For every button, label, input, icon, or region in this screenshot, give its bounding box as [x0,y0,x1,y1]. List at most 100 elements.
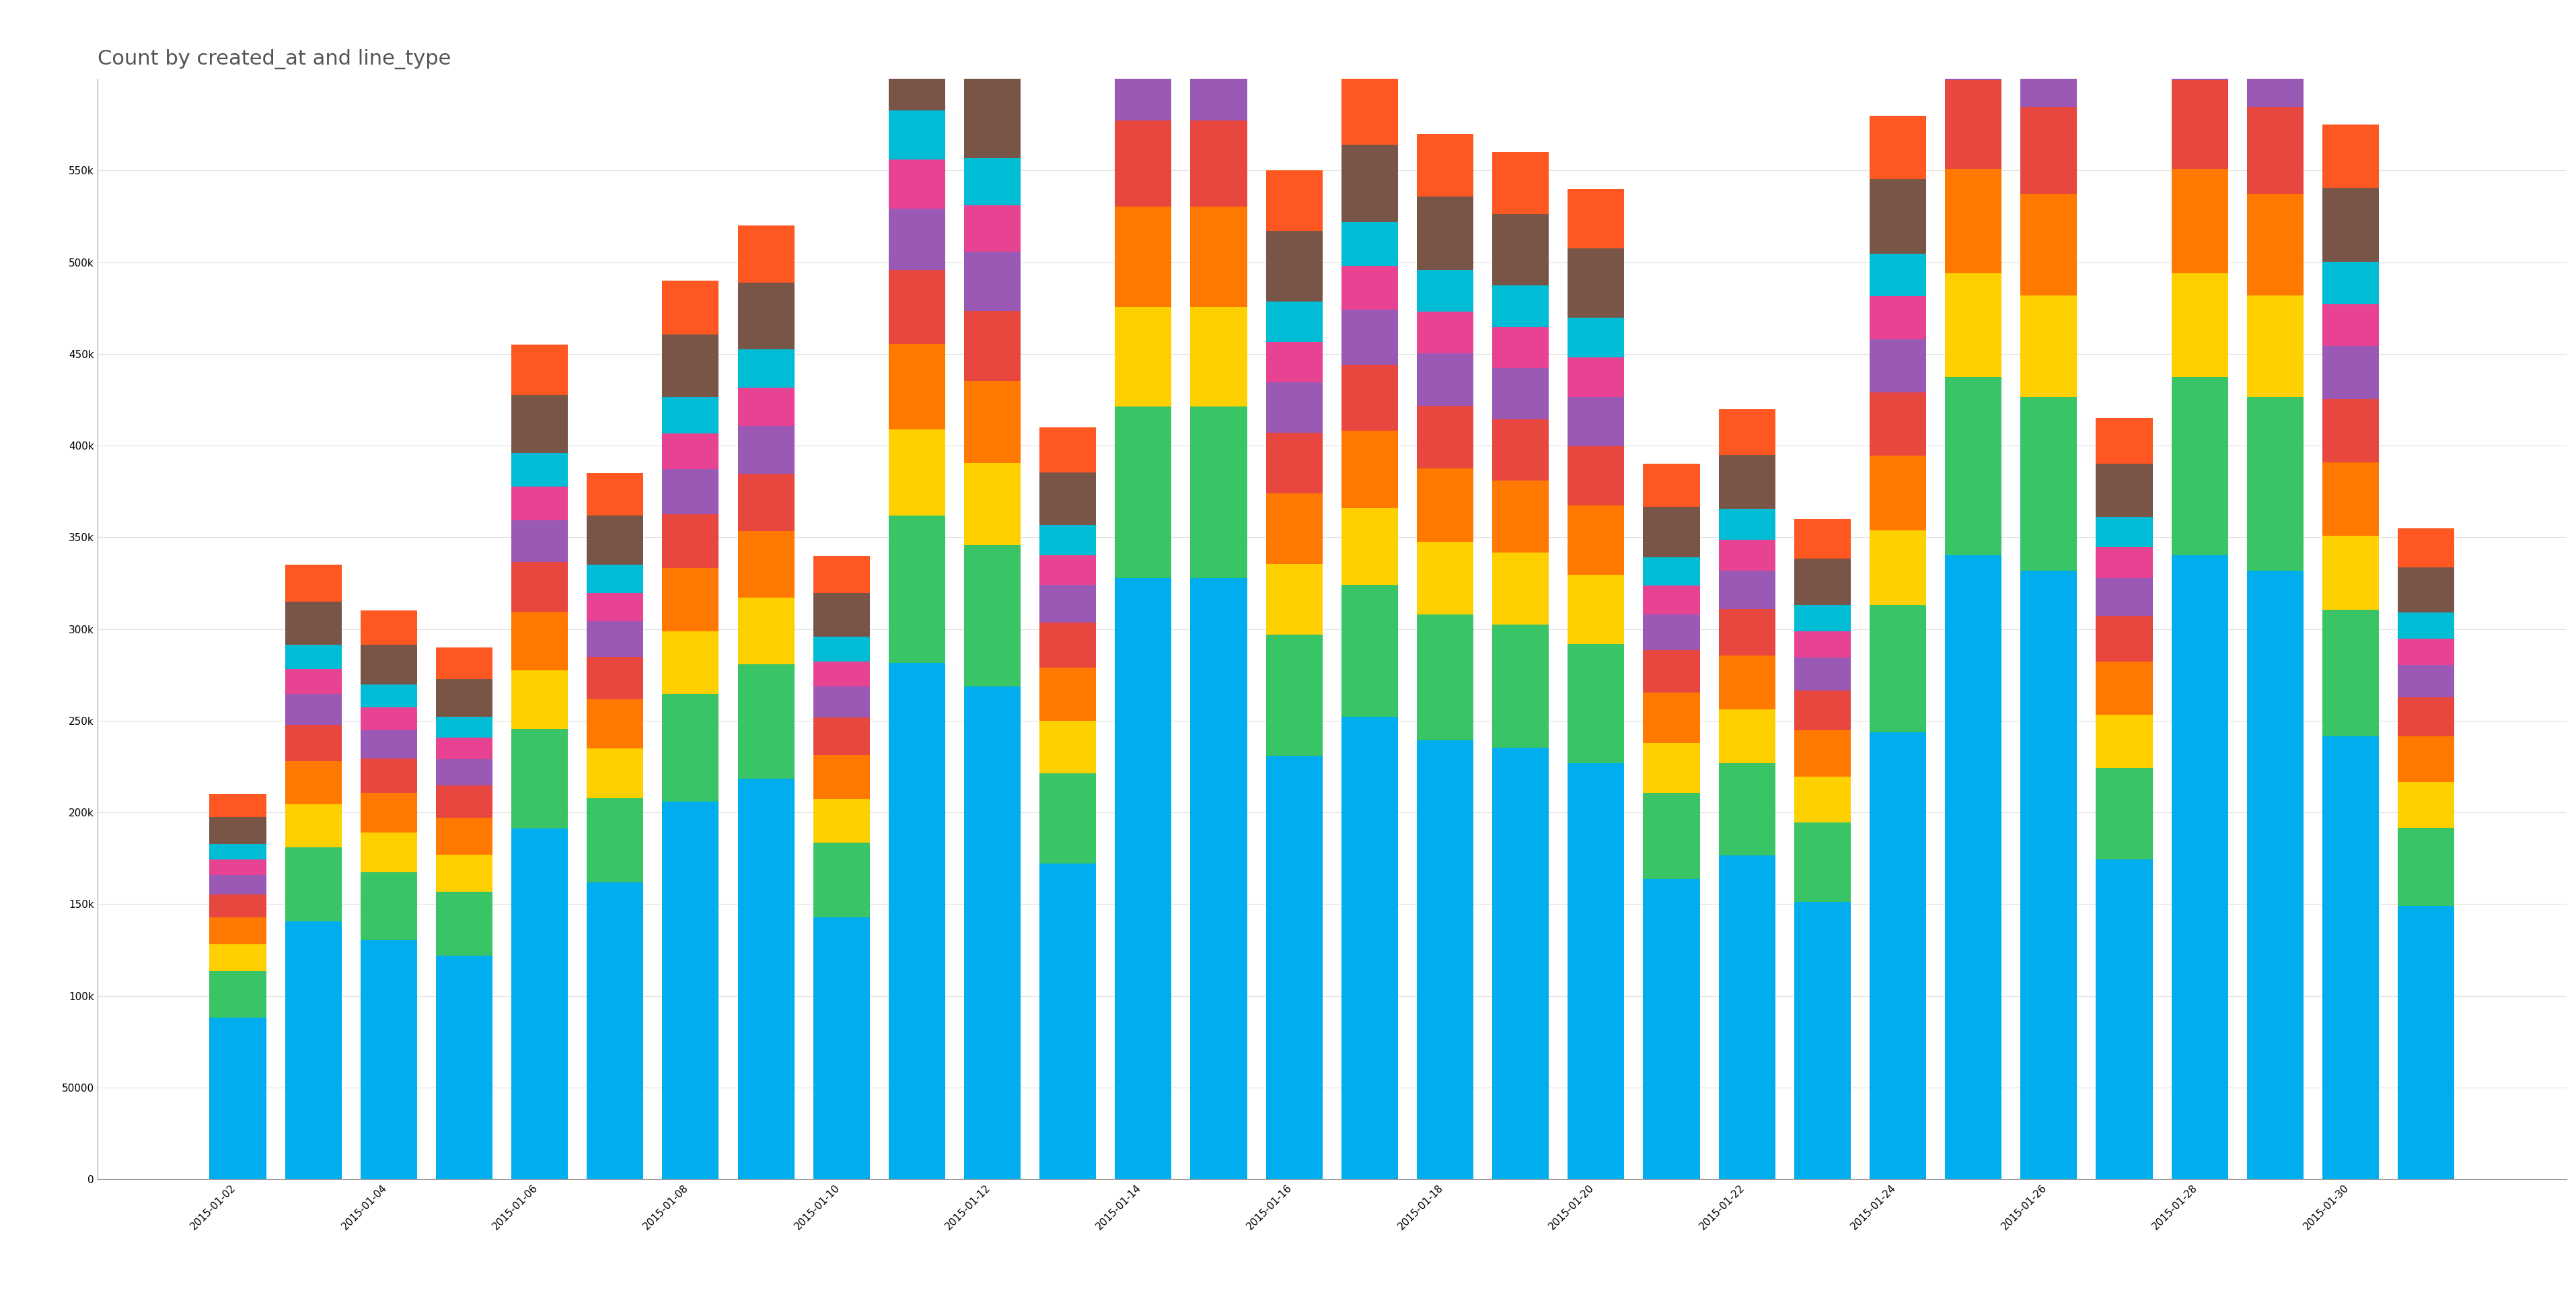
Bar [1265,383,1321,433]
Bar [1492,214,1548,286]
Bar [737,664,793,779]
Bar [2172,555,2228,1179]
Bar [1265,342,1321,383]
Bar [2321,305,2378,346]
Bar [2321,346,2378,399]
Bar [1342,145,1399,222]
Text: Count by created_at and line_type: Count by created_at and line_type [98,50,451,69]
Bar [1190,307,1247,406]
Bar [587,515,644,565]
Bar [737,426,793,473]
Bar [1643,878,1700,1179]
Bar [1038,555,1095,586]
Bar [1342,222,1399,265]
Bar [1643,742,1700,793]
Bar [1566,357,1623,397]
Bar [2094,548,2151,578]
Bar [1115,579,1172,1179]
Bar [1038,427,1095,472]
Bar [435,647,492,680]
Bar [1870,339,1927,392]
Bar [286,847,343,921]
Bar [1492,748,1548,1179]
Bar [1718,409,1775,455]
Bar [814,661,871,686]
Bar [2246,295,2303,397]
Bar [587,656,644,699]
Bar [587,473,644,515]
Bar [1265,433,1321,493]
Bar [2020,193,2076,295]
Bar [1945,273,2002,376]
Bar [1945,555,2002,1179]
Bar [2094,715,2151,769]
Bar [1190,207,1247,307]
Bar [1265,302,1321,342]
Bar [2321,536,2378,610]
Bar [1417,614,1473,740]
Bar [737,531,793,597]
Bar [889,516,945,663]
Bar [209,874,265,894]
Bar [435,716,492,737]
Bar [814,686,871,718]
Bar [435,818,492,855]
Bar [1342,365,1399,431]
Bar [1265,170,1321,231]
Bar [814,755,871,799]
Bar [1718,710,1775,763]
Bar [662,397,719,434]
Bar [1718,571,1775,609]
Bar [1115,307,1172,406]
Bar [361,872,417,941]
Bar [889,430,945,516]
Bar [2172,0,2228,5]
Bar [1870,605,1927,732]
Bar [361,644,417,685]
Bar [361,731,417,758]
Bar [1793,822,1850,902]
Bar [286,762,343,804]
Bar [2398,639,2455,665]
Bar [963,686,1020,1179]
Bar [209,817,265,844]
Bar [361,941,417,1179]
Bar [286,921,343,1179]
Bar [1115,0,1172,50]
Bar [1265,634,1321,755]
Bar [1566,575,1623,644]
Bar [2020,34,2076,107]
Bar [889,663,945,1179]
Bar [963,76,1020,158]
Bar [1492,481,1548,553]
Bar [1492,286,1548,327]
Bar [435,786,492,818]
Bar [286,644,343,669]
Bar [662,569,719,631]
Bar [1492,420,1548,481]
Bar [1945,0,2002,5]
Bar [1643,614,1700,650]
Bar [1038,622,1095,668]
Bar [361,610,417,644]
Bar [1566,446,1623,506]
Bar [1945,80,2002,169]
Bar [2094,860,2151,1179]
Bar [963,205,1020,252]
Bar [1417,311,1473,353]
Bar [1718,763,1775,856]
Bar [1417,269,1473,311]
Bar [2094,769,2151,860]
Bar [2246,107,2303,193]
Bar [963,545,1020,686]
Bar [1417,468,1473,541]
Bar [963,382,1020,463]
Bar [1566,248,1623,318]
Bar [1492,327,1548,367]
Bar [1342,265,1399,310]
Bar [1870,254,1927,297]
Bar [963,5,1020,76]
Bar [2398,665,2455,698]
Bar [435,955,492,1179]
Bar [1342,508,1399,586]
